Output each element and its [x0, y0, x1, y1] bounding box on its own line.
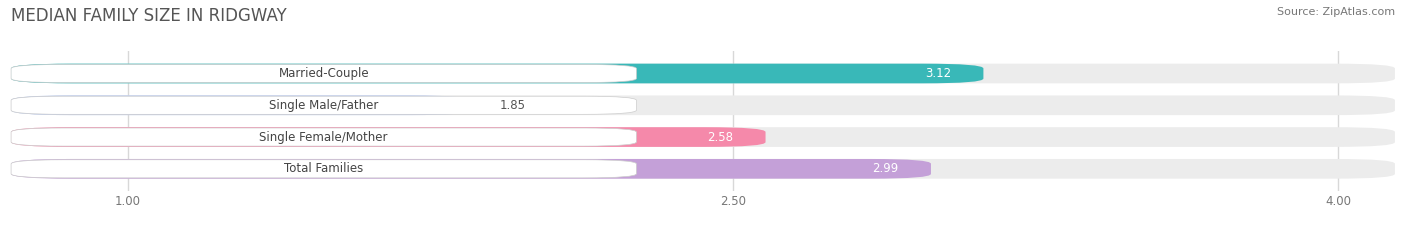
FancyBboxPatch shape: [11, 159, 931, 179]
Text: MEDIAN FAMILY SIZE IN RIDGWAY: MEDIAN FAMILY SIZE IN RIDGWAY: [11, 7, 287, 25]
Text: Married-Couple: Married-Couple: [278, 67, 368, 80]
FancyBboxPatch shape: [11, 128, 637, 146]
FancyBboxPatch shape: [11, 96, 471, 115]
FancyBboxPatch shape: [11, 127, 765, 147]
Text: 2.99: 2.99: [873, 162, 898, 175]
Text: Single Male/Father: Single Male/Father: [269, 99, 378, 112]
Text: Total Families: Total Families: [284, 162, 363, 175]
FancyBboxPatch shape: [11, 96, 637, 114]
Text: Single Female/Mother: Single Female/Mother: [260, 130, 388, 144]
FancyBboxPatch shape: [11, 160, 637, 178]
FancyBboxPatch shape: [11, 159, 1395, 179]
Text: 2.58: 2.58: [707, 130, 734, 144]
FancyBboxPatch shape: [11, 64, 1395, 83]
Text: 3.12: 3.12: [925, 67, 950, 80]
Text: 1.85: 1.85: [499, 99, 526, 112]
FancyBboxPatch shape: [11, 65, 637, 82]
FancyBboxPatch shape: [11, 96, 1395, 115]
FancyBboxPatch shape: [11, 127, 1395, 147]
FancyBboxPatch shape: [11, 64, 983, 83]
Text: Source: ZipAtlas.com: Source: ZipAtlas.com: [1277, 7, 1395, 17]
